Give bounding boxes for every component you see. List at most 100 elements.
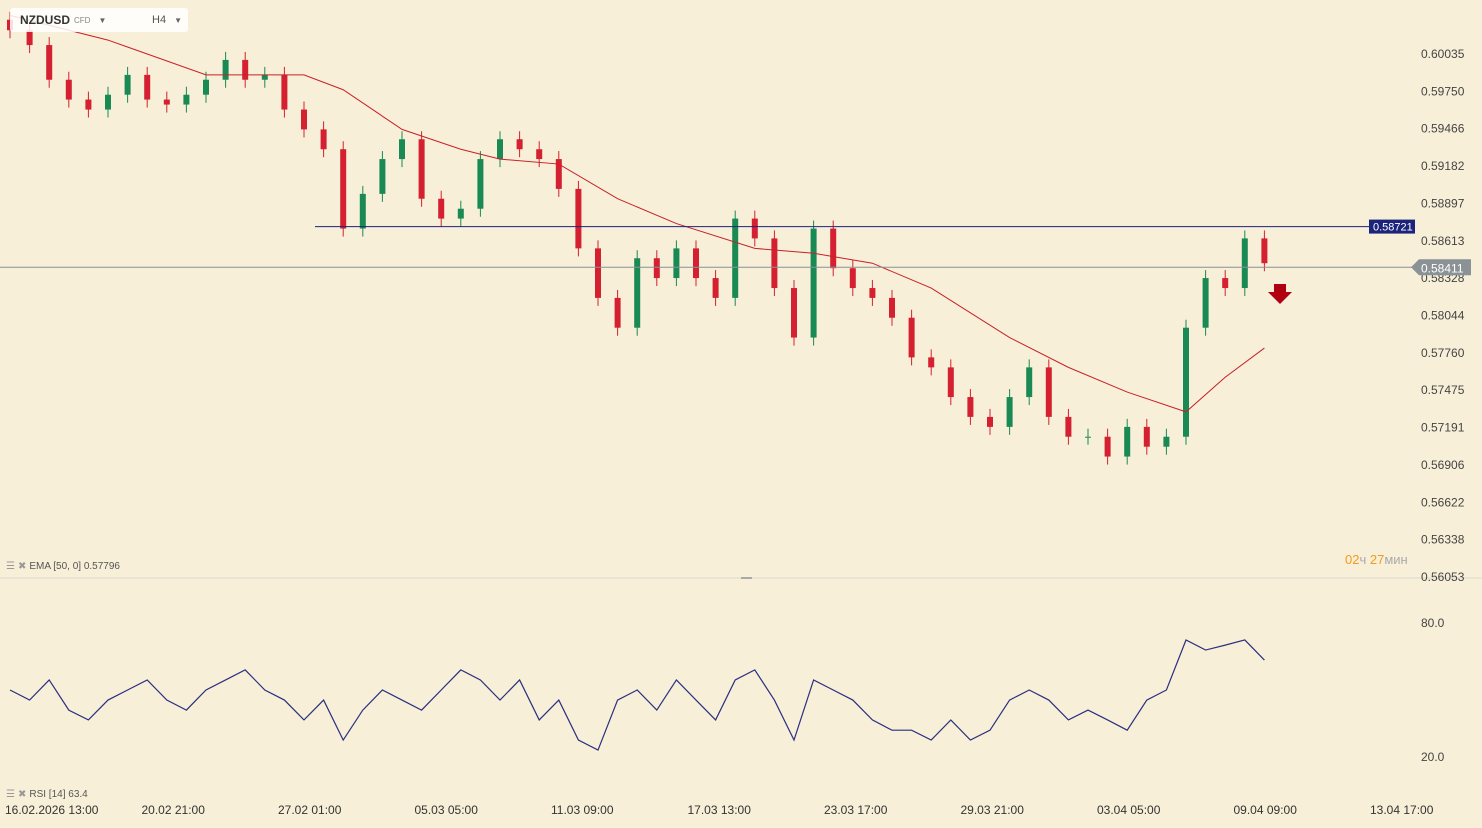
- candle-body: [261, 74, 268, 80]
- timer-minutes: 27: [1369, 552, 1385, 567]
- timer-minutes-unit: мин: [1384, 552, 1408, 567]
- candle-body: [46, 45, 53, 80]
- candle-body: [418, 139, 425, 199]
- timer-hours: 02: [1345, 552, 1360, 567]
- candle-body: [751, 218, 758, 239]
- time-tick-label: 11.03 09:00: [551, 803, 614, 817]
- candle-body: [516, 139, 523, 150]
- candle-body: [203, 79, 209, 95]
- candle-body: [1241, 238, 1248, 289]
- candle-body: [634, 258, 641, 328]
- level-price-tag: [1369, 219, 1415, 234]
- price-tick-label: 0.56622: [1421, 495, 1465, 509]
- time-tick-label: 13.04 17:00: [1370, 803, 1434, 817]
- candle-body: [301, 109, 307, 130]
- candle-body: [947, 367, 954, 398]
- candle-body: [771, 238, 778, 289]
- candle-body: [379, 159, 386, 194]
- candle-body: [908, 317, 915, 358]
- candle-body: [1104, 436, 1111, 457]
- close-icon[interactable]: ✖: [17, 789, 27, 800]
- candle-body: [1183, 327, 1189, 437]
- time-tick-label: 09.04 09:00: [1234, 803, 1298, 817]
- candle-body: [26, 30, 33, 46]
- time-tick-label: 23.03 17:00: [824, 803, 888, 817]
- candle-body: [1065, 416, 1072, 437]
- candle-body: [555, 159, 562, 189]
- candle-body: [536, 149, 543, 160]
- price-tick-label: 0.60035: [1421, 47, 1465, 61]
- candle-body: [1163, 436, 1170, 447]
- time-tick-label: 20.02 21:00: [142, 803, 206, 817]
- candle-body: [399, 139, 405, 160]
- price-tick-label: 0.58897: [1421, 196, 1465, 210]
- ema-legend: ☰ ✖ EMA [50, 0] 0.57796: [6, 561, 120, 572]
- chevron-down-icon[interactable]: ▼: [174, 15, 182, 25]
- ema-line: [9, 14, 1265, 413]
- instrument-type: CFD: [74, 15, 91, 25]
- price-tick-label: 0.59466: [1421, 122, 1465, 136]
- chevron-down-icon[interactable]: ▼: [98, 15, 107, 25]
- candle-body: [928, 357, 935, 368]
- time-tick-label: 17.03 13:00: [688, 803, 752, 817]
- candle-body: [732, 218, 739, 298]
- candle-countdown: 02ч 27мин: [1345, 552, 1408, 567]
- candle-body: [477, 159, 484, 209]
- price-tick-label: 0.59182: [1421, 159, 1465, 173]
- candle-body: [1085, 436, 1091, 438]
- candle-body: [967, 397, 974, 417]
- timer-hours-unit: ч: [1359, 552, 1367, 567]
- price-tick-label: 0.56906: [1421, 458, 1465, 472]
- rsi-tick-label: 20.0: [1421, 750, 1445, 764]
- candle-body: [869, 288, 876, 298]
- candle-body: [791, 288, 797, 338]
- candle-body: [124, 74, 131, 95]
- candle-body: [1143, 426, 1150, 447]
- price-tick-label: 0.57475: [1421, 383, 1465, 397]
- candle-body: [457, 208, 464, 219]
- ema-label: EMA [50, 0] 0.57796: [29, 561, 120, 572]
- candle-body: [1202, 278, 1209, 328]
- price-tick-label: 0.56053: [1421, 570, 1465, 584]
- level-price-label: 0.58721: [1373, 222, 1413, 234]
- candle-body: [438, 198, 445, 219]
- candle-body: [987, 416, 993, 427]
- settings-icon[interactable]: ☰: [6, 561, 15, 572]
- candle-body: [575, 188, 582, 249]
- price-tick-label: 0.58044: [1421, 309, 1465, 323]
- price-tick-label: 0.58613: [1421, 234, 1465, 248]
- settings-icon[interactable]: ☰: [6, 789, 15, 800]
- candle-body: [810, 228, 817, 338]
- candle-body: [1006, 397, 1013, 427]
- candle-body: [144, 74, 151, 100]
- candle-body: [320, 129, 327, 150]
- candle-body: [595, 248, 601, 298]
- candle-body: [85, 99, 92, 110]
- candle-body: [1045, 367, 1052, 417]
- price-tick-label: 0.57191: [1421, 421, 1465, 435]
- candle-body: [653, 258, 660, 279]
- candle-body: [281, 74, 288, 110]
- time-tick-label: 03.04 05:00: [1097, 803, 1161, 817]
- candle-body: [163, 99, 170, 105]
- candle-body: [849, 268, 856, 289]
- candle-body: [712, 278, 719, 298]
- timeframe-value: H4: [152, 14, 167, 26]
- candle-body: [242, 59, 249, 80]
- symbol-selector[interactable]: NZDUSD CFD ▼ H4 ▼: [10, 8, 188, 32]
- rsi-line: [9, 639, 1265, 751]
- candle-body: [673, 248, 680, 279]
- candle-body: [830, 228, 837, 269]
- timeframe-selector[interactable]: H4 ▼: [152, 14, 182, 26]
- time-tick-label: 16.02.2026 13:00: [5, 803, 99, 817]
- close-icon[interactable]: ✖: [17, 561, 27, 572]
- time-tick-label: 27.02 01:00: [278, 803, 342, 817]
- symbol-name: NZDUSD: [20, 13, 70, 27]
- rsi-tick-label: 80.0: [1421, 616, 1445, 630]
- rsi-legend: ☰ ✖ RSI [14] 63.4: [6, 789, 88, 800]
- price-tick-label: 0.59750: [1421, 84, 1465, 98]
- candle-body: [65, 79, 72, 100]
- price-tick-label: 0.57760: [1421, 346, 1465, 360]
- candle-body: [1261, 238, 1268, 264]
